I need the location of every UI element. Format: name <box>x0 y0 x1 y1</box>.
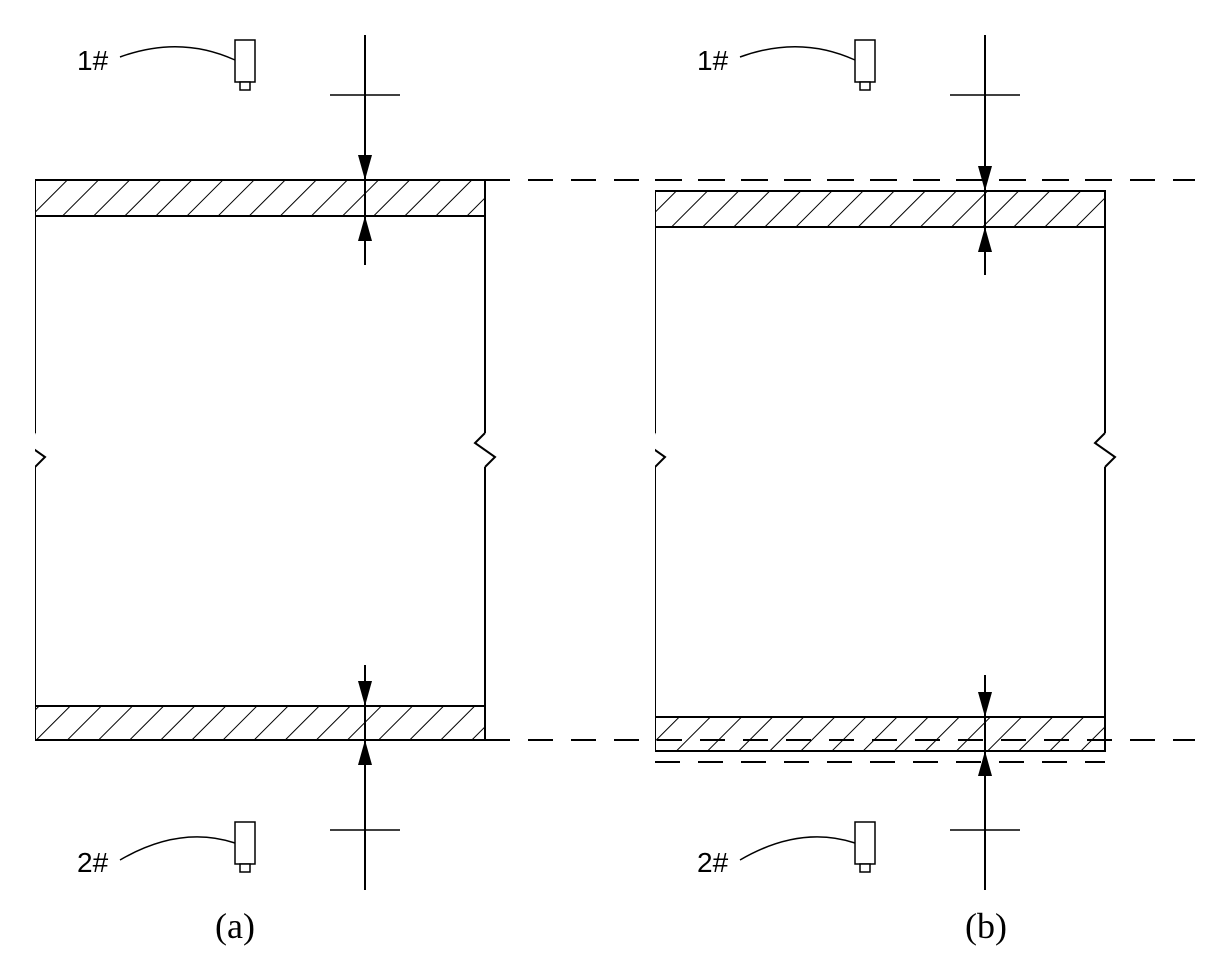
panel-b: 1# 2# <box>655 25 1195 895</box>
panel-a: 1# 2# <box>35 25 575 895</box>
dimension-arrow-top <box>950 35 1020 275</box>
top-flange <box>35 180 485 216</box>
break-mark-left <box>35 433 45 467</box>
dimension-arrow-bottom <box>950 675 1020 890</box>
dimension-arrow-bottom <box>330 665 400 890</box>
break-mark-right <box>1095 433 1115 467</box>
bottom-flange <box>35 706 485 740</box>
sensor-label-bottom-b: 2# <box>697 847 728 879</box>
dimension-arrow-top <box>330 35 400 265</box>
sensor-bottom <box>855 822 875 872</box>
sensor-label-top-a: 1# <box>77 45 108 77</box>
sensor-label-bottom-a: 2# <box>77 847 108 879</box>
leader-line-top <box>120 47 235 60</box>
leader-line-bottom <box>740 837 855 860</box>
sensor-label-top-b: 1# <box>697 45 728 77</box>
cross-section-a <box>35 25 575 895</box>
top-flange <box>655 191 1105 227</box>
break-mark-left <box>655 433 665 467</box>
bottom-flange <box>655 717 1105 751</box>
cross-section-b <box>655 25 1195 895</box>
sensor-bottom <box>235 822 255 872</box>
panel-label-a: (a) <box>215 905 255 947</box>
leader-line-top <box>740 47 855 60</box>
sensor-top <box>855 40 875 90</box>
leader-line-bottom <box>120 837 235 860</box>
break-mark-right <box>475 433 495 467</box>
panel-label-b: (b) <box>965 905 1007 947</box>
sensor-top <box>235 40 255 90</box>
